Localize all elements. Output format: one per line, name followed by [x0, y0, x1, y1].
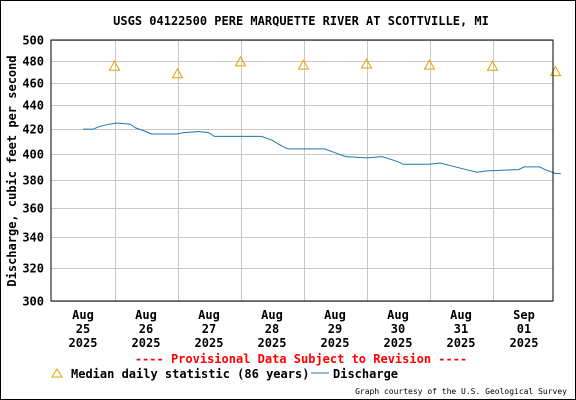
y-tick-label: 300 — [22, 295, 44, 309]
x-tick-label: 2025 — [258, 336, 287, 350]
x-tick-label: 2025 — [447, 336, 476, 350]
discharge-line — [83, 122, 561, 174]
y-tick-label: 420 — [22, 123, 44, 137]
x-tick-label: Aug — [261, 308, 283, 322]
plot-area-border — [50, 39, 554, 302]
median-marker — [486, 60, 499, 71]
x-tick-label: 29 — [328, 322, 342, 336]
x-tick-label: Aug — [72, 308, 94, 322]
x-tick-label: 31 — [454, 322, 468, 336]
x-tick-label: 27 — [202, 322, 216, 336]
median-marker — [297, 59, 310, 70]
median-marker — [171, 67, 184, 79]
x-tick-labels: Aug252025Aug262025Aug272025Aug282025Aug2… — [69, 308, 539, 350]
y-tick-label: 460 — [22, 77, 44, 91]
grid-lines — [51, 40, 553, 302]
y-tick-label: 320 — [22, 262, 44, 276]
x-tick-label: 2025 — [69, 336, 98, 350]
x-tick-label: 2025 — [321, 336, 350, 350]
legend-median-marker — [51, 368, 63, 378]
chart-title: USGS 04122500 PERE MARQUETTE RIVER AT SC… — [113, 14, 489, 28]
x-tick-label: 28 — [265, 322, 279, 336]
y-tick-labels: 300 320 340 360 380 400 420 440 460 480 500 — [22, 34, 44, 309]
y-tick-label: 400 — [22, 148, 44, 162]
x-tick-label: Aug — [198, 308, 220, 322]
y-tick-label: 500 — [22, 34, 44, 48]
credit-text: Graph courtesy of the U.S. Geological Su… — [355, 387, 567, 396]
series-layer — [83, 55, 562, 174]
x-tick-label: 01 — [517, 322, 531, 336]
x-tick-label: Aug — [450, 308, 472, 322]
x-tick-label: 2025 — [132, 336, 161, 350]
x-tick-label: 25 — [76, 322, 90, 336]
median-marker — [108, 60, 121, 71]
provisional-note: ---- Provisional Data Subject to Revisio… — [135, 352, 467, 366]
y-tick-label: 380 — [22, 174, 44, 188]
median-marker — [360, 58, 373, 69]
y-tick-label: 480 — [22, 55, 44, 69]
y-tick-label: 340 — [22, 231, 44, 245]
legend: Median daily statistic (86 years) Discha… — [51, 367, 398, 381]
x-tick-label: 2025 — [510, 336, 539, 350]
y-tick-label: 360 — [22, 202, 44, 216]
y-axis-label: Discharge, cubic feet per second — [5, 55, 19, 286]
legend-median-label: Median daily statistic (86 years) — [71, 367, 309, 381]
x-tick-label: 2025 — [195, 336, 224, 350]
median-marker — [234, 55, 247, 67]
x-tick-label: Sep — [513, 308, 535, 322]
y-tick-label: 440 — [22, 99, 44, 113]
x-tick-label: 2025 — [384, 336, 413, 350]
x-tick-label: Aug — [387, 308, 409, 322]
legend-discharge-label: Discharge — [333, 367, 398, 381]
median-marker — [423, 59, 436, 70]
x-tick-label: Aug — [324, 308, 346, 322]
x-tick-label: 30 — [391, 322, 405, 336]
x-tick-label: 26 — [139, 322, 153, 336]
median-marker — [549, 65, 562, 77]
x-tick-label: Aug — [135, 308, 157, 322]
